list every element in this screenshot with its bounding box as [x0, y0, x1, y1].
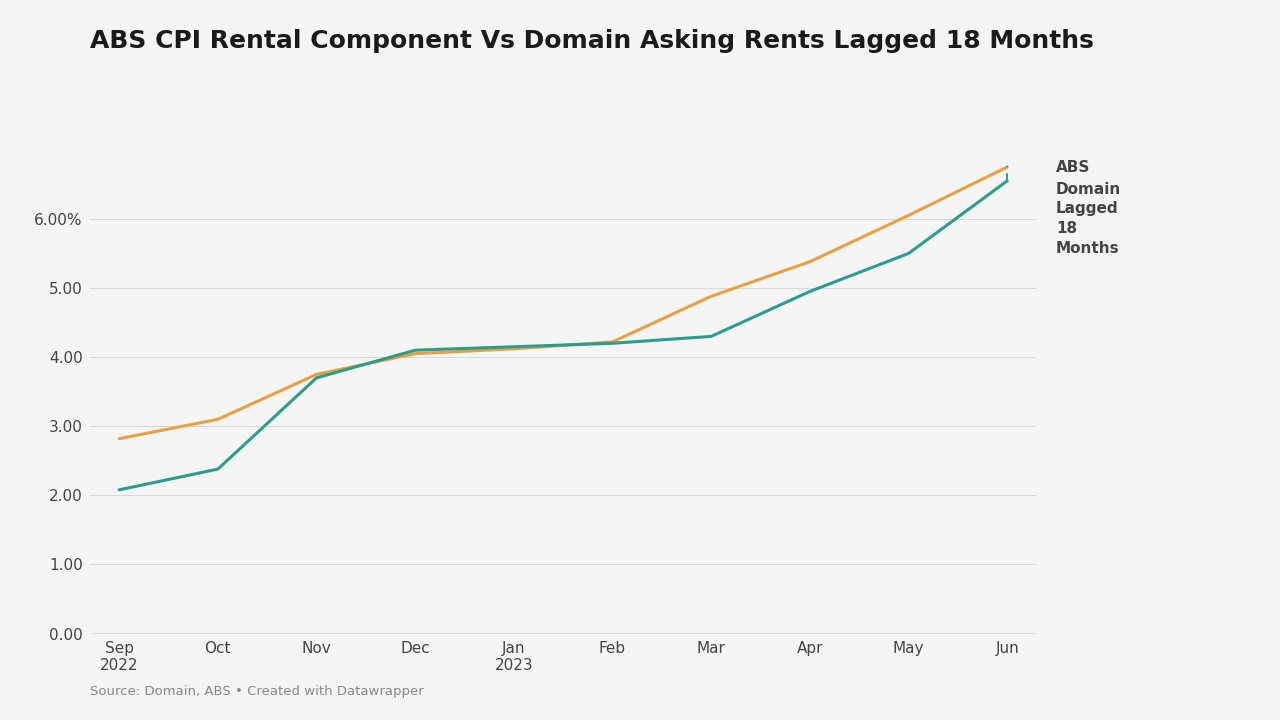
Text: Source: Domain, ABS • Created with Datawrapper: Source: Domain, ABS • Created with Dataw…: [90, 685, 424, 698]
Text: ABS CPI Rental Component Vs Domain Asking Rents Lagged 18 Months: ABS CPI Rental Component Vs Domain Askin…: [90, 29, 1093, 53]
Text: Domain
Lagged
18
Months: Domain Lagged 18 Months: [1056, 181, 1121, 256]
Text: ABS: ABS: [1056, 160, 1091, 174]
